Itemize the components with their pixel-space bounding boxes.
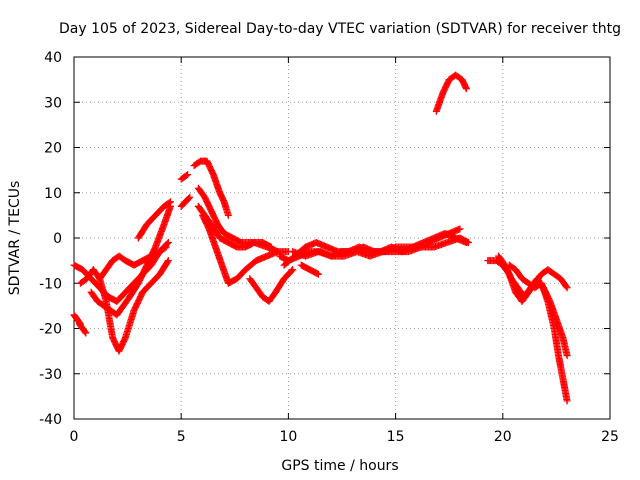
data-point-marker xyxy=(314,270,322,278)
tick-labels: 0 5 10 15 20 25 -40 -30 -20 -10 0 10 20 30 40 xyxy=(39,50,619,445)
series-track-19 xyxy=(432,71,470,115)
y-tick-label: 30 xyxy=(44,95,62,111)
data-point-marker xyxy=(288,267,296,275)
data-point-marker xyxy=(164,258,172,266)
data-point-marker xyxy=(186,193,194,201)
data-point-marker xyxy=(161,244,169,252)
series-track-8 xyxy=(177,171,192,183)
y-tick-label: 20 xyxy=(44,141,62,157)
series-track-3 xyxy=(87,202,174,319)
grid-lines xyxy=(74,57,610,419)
y-tick-label: -40 xyxy=(39,412,62,428)
x-tick-label: 15 xyxy=(387,429,405,445)
data-point-marker xyxy=(563,352,571,360)
data-point-marker xyxy=(456,225,464,233)
data-point-marker xyxy=(81,328,89,336)
y-axis-title: SDTVAR / TECUs xyxy=(7,181,23,296)
data-point-marker xyxy=(166,198,174,206)
axis-ticks xyxy=(73,56,611,420)
y-tick-label: 0 xyxy=(53,231,62,247)
data-point-marker xyxy=(185,194,193,202)
data-point-marker xyxy=(164,239,172,247)
data-point-marker xyxy=(82,329,90,337)
y-tick-label: 40 xyxy=(44,50,62,66)
data-point-marker xyxy=(165,199,173,207)
x-axis-title: GPS time / hours xyxy=(281,458,398,474)
chart-title: Day 105 of 2023, Sidereal Day-to-day VTE… xyxy=(59,21,621,37)
y-tick-label: -10 xyxy=(39,276,62,292)
data-point-marker xyxy=(224,211,232,219)
series-track-10 xyxy=(190,157,232,219)
data-point-marker xyxy=(563,284,571,292)
series-track-5 xyxy=(134,198,174,242)
series-track-4 xyxy=(96,243,170,283)
y-tick-label: -20 xyxy=(39,322,62,338)
data-point-marker xyxy=(182,172,190,180)
data-point-marker xyxy=(562,282,570,290)
series-track-9 xyxy=(177,193,194,210)
y-tick-label: 10 xyxy=(44,186,62,202)
series-track-7 xyxy=(75,320,90,337)
series-track-18 xyxy=(297,261,322,278)
data-point-marker xyxy=(164,257,172,265)
data-points xyxy=(70,71,571,405)
data-point-marker xyxy=(464,239,472,247)
data-point-marker xyxy=(462,85,470,93)
data-point-marker xyxy=(163,240,171,248)
series-track-14 xyxy=(246,266,297,305)
series-track-13 xyxy=(199,211,292,287)
x-tick-label: 10 xyxy=(279,429,297,445)
data-point-marker xyxy=(184,171,192,179)
x-tick-label: 20 xyxy=(494,429,512,445)
x-tick-label: 25 xyxy=(601,429,619,445)
y-tick-label: -30 xyxy=(39,367,62,383)
series-track-22 xyxy=(505,261,571,405)
series-track-17 xyxy=(289,234,472,260)
data-point-marker xyxy=(162,243,170,251)
data-point-marker xyxy=(267,243,275,251)
data-point-marker xyxy=(289,266,297,274)
x-tick-label: 5 xyxy=(177,429,186,445)
data-point-marker xyxy=(563,397,571,405)
x-tick-label: 0 xyxy=(70,429,79,445)
